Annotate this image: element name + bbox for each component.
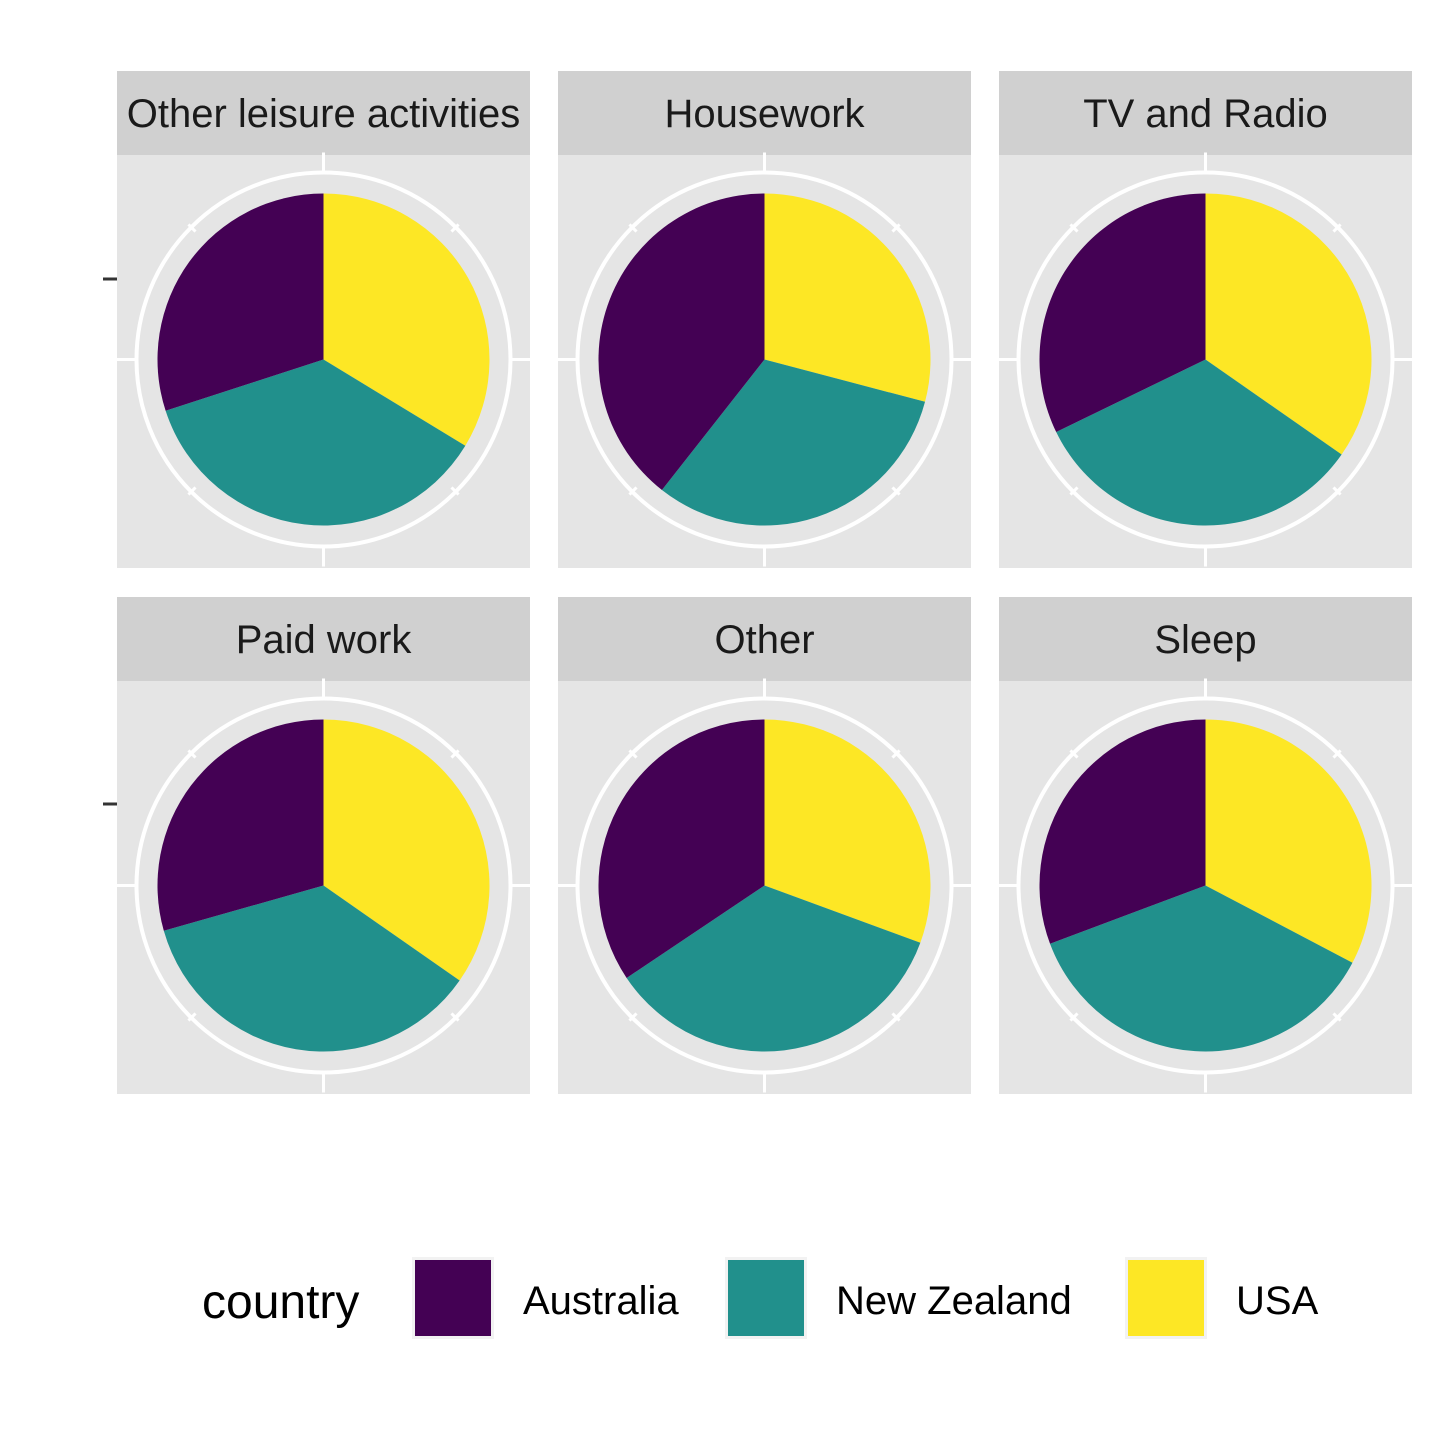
slice-new-zealand — [165, 359, 466, 526]
slice-usa — [323, 193, 490, 446]
facet-title: TV and Radio — [1083, 92, 1328, 136]
legend-swatch-australia — [415, 1260, 491, 1336]
facet-strip — [558, 71, 971, 155]
grid-spoke — [187, 486, 197, 496]
slice-australia — [598, 719, 765, 978]
slice-usa — [1205, 193, 1372, 455]
grid-spoke — [891, 486, 901, 496]
slice-new-zealand — [1050, 885, 1353, 1052]
legend-keys: Australia New Zealand USA — [412, 1257, 1319, 1339]
slice-new-zealand — [626, 885, 921, 1052]
grid-spoke — [628, 223, 638, 233]
legend-label-australia: Australia — [523, 1279, 679, 1323]
facet-strip — [558, 597, 971, 681]
facet-other: Other — [557, 597, 972, 1094]
facet-sleep: Sleep — [998, 597, 1413, 1094]
slice-usa — [1205, 719, 1372, 963]
grid-spoke — [1069, 749, 1079, 759]
grid-spoke — [1332, 1012, 1342, 1022]
slice-australia — [1039, 193, 1206, 433]
grid-spoke — [628, 1012, 638, 1022]
grid-spoke — [891, 223, 901, 233]
facet-title: Paid work — [236, 618, 413, 662]
facet-other-leisure-activities: Other leisure activities — [116, 71, 531, 568]
grid-spoke — [1069, 1012, 1079, 1022]
grid-spoke — [187, 1012, 197, 1022]
slice-usa — [764, 719, 931, 943]
grid-spoke — [1332, 749, 1342, 759]
legend: country Australia New Zealand USA — [202, 1257, 1319, 1339]
grid-spoke — [450, 486, 460, 496]
grid-spoke — [628, 749, 638, 759]
slice-australia — [598, 193, 765, 491]
legend-swatch-new-zealand — [728, 1260, 804, 1336]
facet-title: Other — [714, 618, 814, 662]
facet-strip — [999, 71, 1412, 155]
grid-spoke — [450, 223, 460, 233]
grid-spoke — [891, 1012, 901, 1022]
facet-title: Other leisure activities — [127, 92, 520, 136]
legend-swatch-usa — [1128, 1260, 1204, 1336]
slice-new-zealand — [163, 885, 460, 1052]
grid-spoke — [628, 486, 638, 496]
grid-spoke — [1332, 223, 1342, 233]
facet-strip — [999, 597, 1412, 681]
facet-strip — [117, 597, 530, 681]
slice-new-zealand — [661, 359, 926, 526]
legend-title: country — [202, 1276, 359, 1329]
slice-australia — [157, 193, 324, 411]
facet-title: Housework — [664, 92, 865, 136]
facet-tv-and-radio: TV and Radio — [998, 71, 1413, 568]
slice-usa — [764, 193, 931, 402]
facet-title: Sleep — [1154, 618, 1256, 662]
slice-new-zealand — [1056, 359, 1342, 526]
facet-housework: Housework — [557, 71, 972, 568]
slice-usa — [323, 719, 490, 981]
legend-label-new-zealand: New Zealand — [836, 1279, 1072, 1323]
grid-spoke — [1069, 223, 1079, 233]
slice-australia — [1039, 719, 1206, 944]
grid-spoke — [187, 749, 197, 759]
slice-australia — [157, 719, 324, 931]
grid-spoke — [187, 223, 197, 233]
grid-spoke — [891, 749, 901, 759]
facet-paid-work: Paid work — [116, 597, 531, 1094]
grid-spoke — [1069, 486, 1079, 496]
grid-spoke — [450, 749, 460, 759]
legend-label-usa: USA — [1236, 1279, 1319, 1323]
y-axis-ticks — [103, 277, 117, 806]
facet-panels: Other leisure activities Housework TV and … — [116, 71, 1413, 1094]
grid-spoke — [450, 1012, 460, 1022]
facet-strip — [117, 71, 530, 155]
grid-spoke — [1332, 486, 1342, 496]
